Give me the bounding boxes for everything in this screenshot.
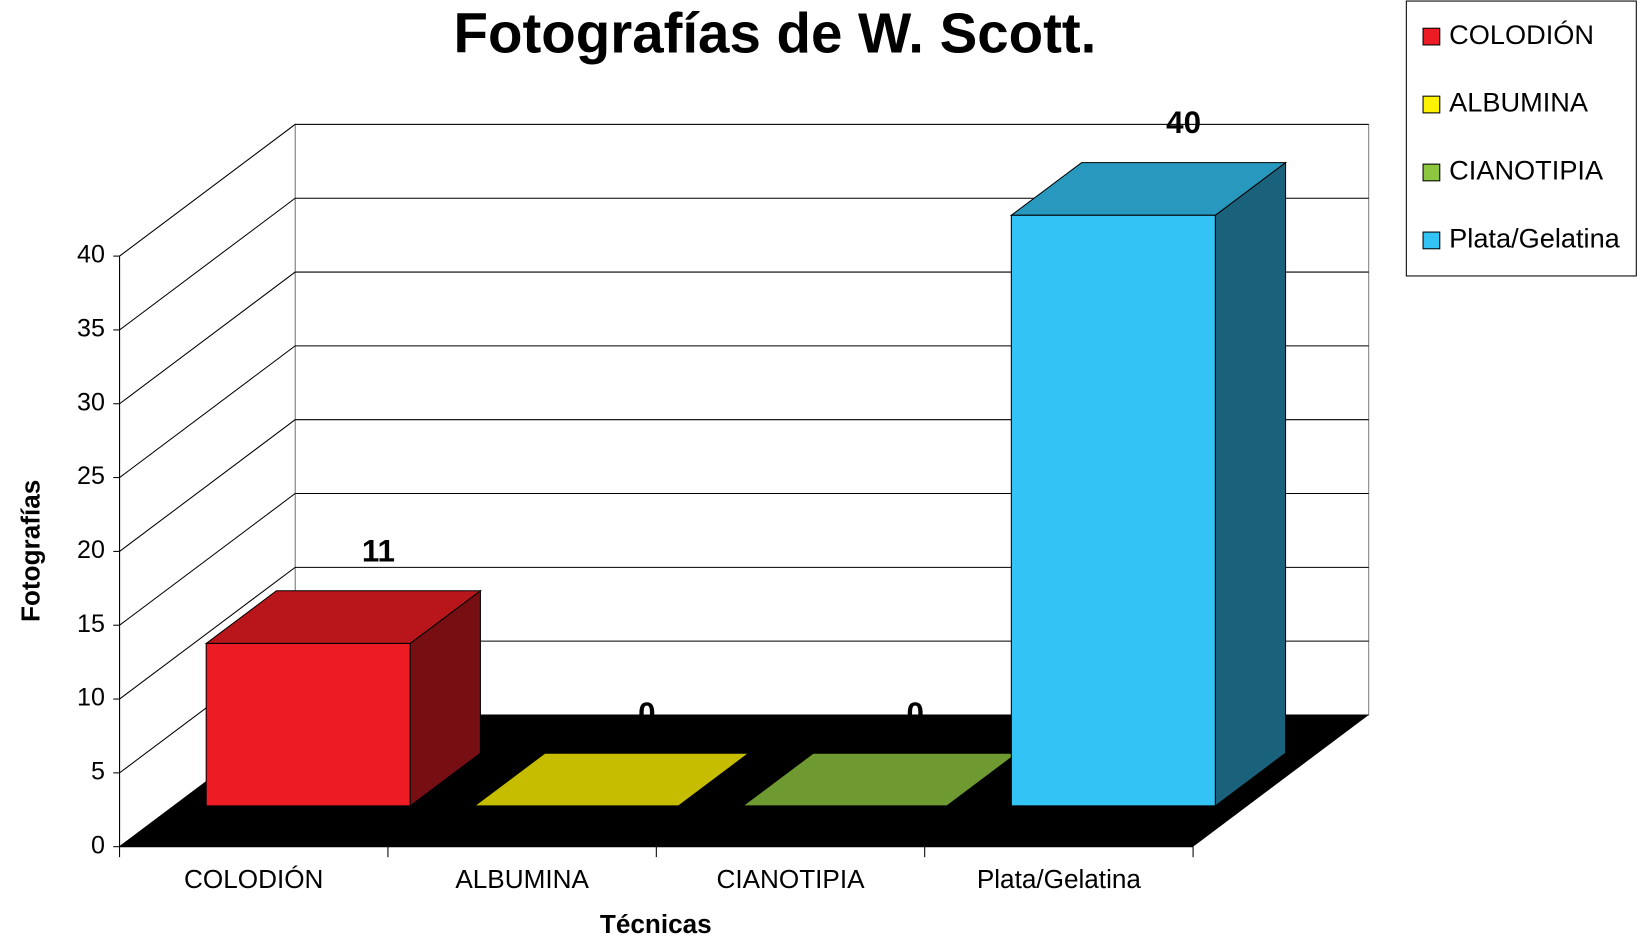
x-tick-label: ALBUMINA <box>455 864 589 894</box>
chart-title: Fotografías de W. Scott. <box>454 2 1097 65</box>
legend-label: CIANOTIPIA <box>1449 155 1604 186</box>
value-label: 11 <box>362 533 395 568</box>
legend-label: COLODIÓN <box>1449 19 1594 50</box>
legend-swatch <box>1422 231 1441 250</box>
y-tick-label: 25 <box>77 462 105 490</box>
y-tick-label: 35 <box>77 315 105 343</box>
y-tick-label: 10 <box>77 684 105 712</box>
bar-side <box>1214 161 1287 807</box>
x-tick-label: Plata/Gelatina <box>977 864 1142 894</box>
value-label: 0 <box>638 696 655 731</box>
x-tick-label: CIANOTIPIA <box>716 864 865 894</box>
y-tick-label: 0 <box>91 831 105 859</box>
legend-box <box>1405 0 1637 277</box>
bar <box>1010 214 1216 807</box>
legend-label: Plata/Gelatina <box>1449 223 1620 254</box>
legend-label: ALBUMINA <box>1449 87 1589 118</box>
bar-top <box>473 752 751 807</box>
legend-swatch <box>1422 95 1441 114</box>
y-tick-label: 15 <box>77 610 105 638</box>
bar <box>205 642 411 807</box>
legend-swatch <box>1422 27 1441 46</box>
grid-line <box>119 123 1369 257</box>
y-tick-label: 20 <box>77 536 105 564</box>
x-axis-title: Técnicas <box>600 909 712 939</box>
legend-swatch <box>1422 163 1441 182</box>
y-tick-label: 5 <box>91 757 105 785</box>
value-label: 40 <box>1166 105 1201 140</box>
y-tick-label: 30 <box>77 388 105 416</box>
x-tick-label: COLODIÓN <box>184 864 323 894</box>
y-tick-label: 40 <box>77 241 105 269</box>
grid-line <box>119 197 1369 331</box>
y-axis-title: Fotografías <box>16 480 46 622</box>
value-label: 0 <box>906 696 923 731</box>
